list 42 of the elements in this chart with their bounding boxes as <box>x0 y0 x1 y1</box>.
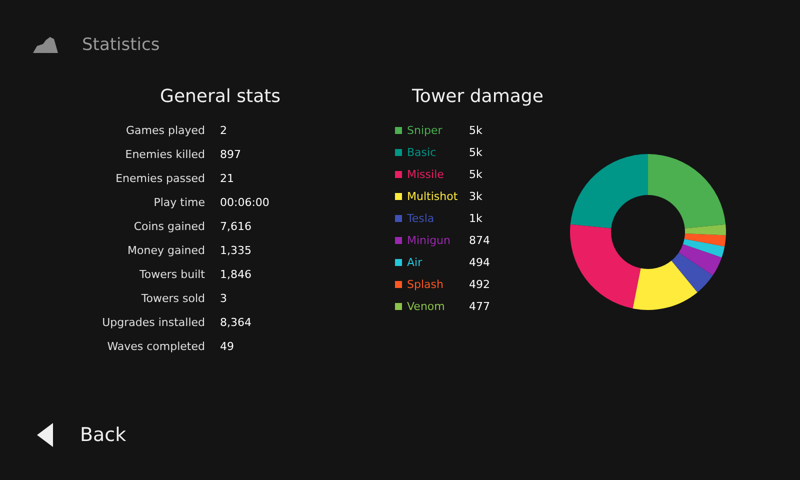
category-label: Towers sold <box>141 292 205 305</box>
data-label: 5k <box>469 146 483 159</box>
data-label: 1k <box>469 212 483 225</box>
legend-label: Multishot <box>407 190 458 203</box>
legend-label: Tesla <box>406 212 434 225</box>
data-label: 492 <box>469 278 490 291</box>
legend-label: Sniper <box>407 124 443 137</box>
text: Statistics <box>82 35 160 55</box>
category-label: Play time <box>154 196 205 209</box>
legend-label: Air <box>407 256 423 269</box>
category-label: Towers built <box>140 268 205 281</box>
legend-label: Venom <box>407 300 445 313</box>
category-label: Enemies passed <box>116 172 205 185</box>
data-label: 494 <box>469 256 490 269</box>
text: 8,364 <box>220 316 252 329</box>
category-label: Enemies killed <box>125 148 205 161</box>
data-label: 477 <box>469 300 490 313</box>
category-label: Money gained <box>128 244 205 257</box>
text: 1,335 <box>220 244 252 257</box>
text: Back <box>80 424 126 446</box>
data-label: 874 <box>469 234 490 247</box>
text: 49 <box>220 340 234 353</box>
text: General stats <box>160 86 281 107</box>
legend-label: Splash <box>407 278 444 291</box>
data-label: 5k <box>469 124 483 137</box>
text: 00:06:00 <box>220 196 270 209</box>
data-label: 5k <box>469 168 483 181</box>
legend-label: Missile <box>407 168 444 181</box>
data-label: 3k <box>469 190 483 203</box>
text: 3 <box>220 292 227 305</box>
text: 2 <box>220 124 227 137</box>
text: 897 <box>220 148 241 161</box>
legend-label: Basic <box>407 146 436 159</box>
text: 7,616 <box>220 220 252 233</box>
category-label: Upgrades installed <box>102 316 205 329</box>
text: 21 <box>220 172 234 185</box>
category-label: Games played <box>126 124 205 137</box>
chart-title: Tower damage <box>412 86 544 107</box>
legend-label: Minigun <box>407 234 451 247</box>
category-label: Coins gained <box>134 220 205 233</box>
text: 1,846 <box>220 268 252 281</box>
category-label: Waves completed <box>107 340 205 353</box>
